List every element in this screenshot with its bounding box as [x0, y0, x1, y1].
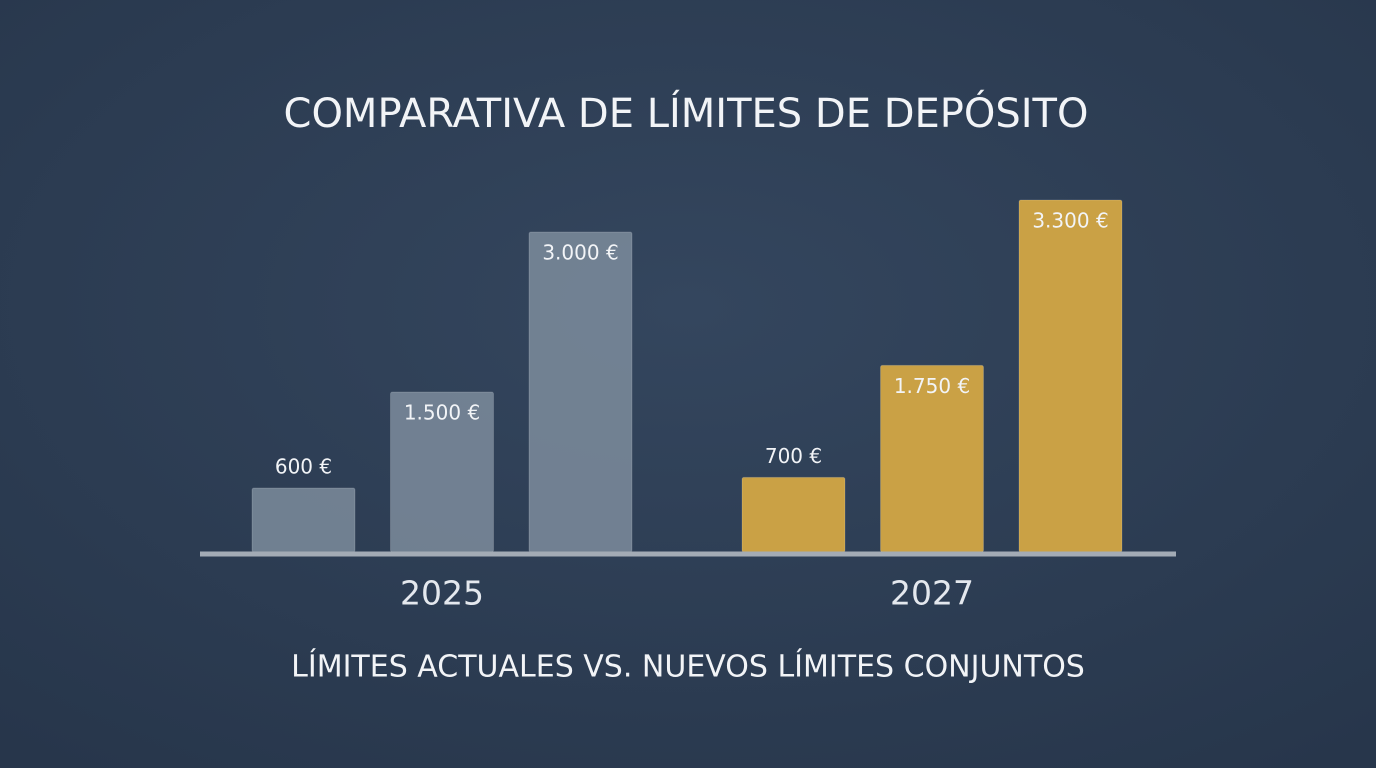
- x-tick-label: 2025: [400, 574, 484, 613]
- bar: [1018, 199, 1123, 553]
- bar: [528, 231, 633, 553]
- value-label: 600 €: [275, 455, 332, 479]
- value-label: 1.750 €: [894, 374, 970, 398]
- x-tick-label: 2027: [890, 574, 974, 613]
- chart-title: COMPARATIVA DE LÍMITES DE DEPÓSITO: [284, 89, 1089, 137]
- bar: [741, 476, 846, 553]
- value-label: 3.000 €: [542, 241, 618, 265]
- bar: [251, 487, 356, 553]
- chart-subtitle: LÍMITES ACTUALES VS. NUEVOS LÍMITES CONJ…: [291, 649, 1085, 685]
- value-label: 1.500 €: [404, 401, 480, 425]
- value-label: 700 €: [765, 444, 822, 468]
- value-label: 3.300 €: [1032, 209, 1108, 233]
